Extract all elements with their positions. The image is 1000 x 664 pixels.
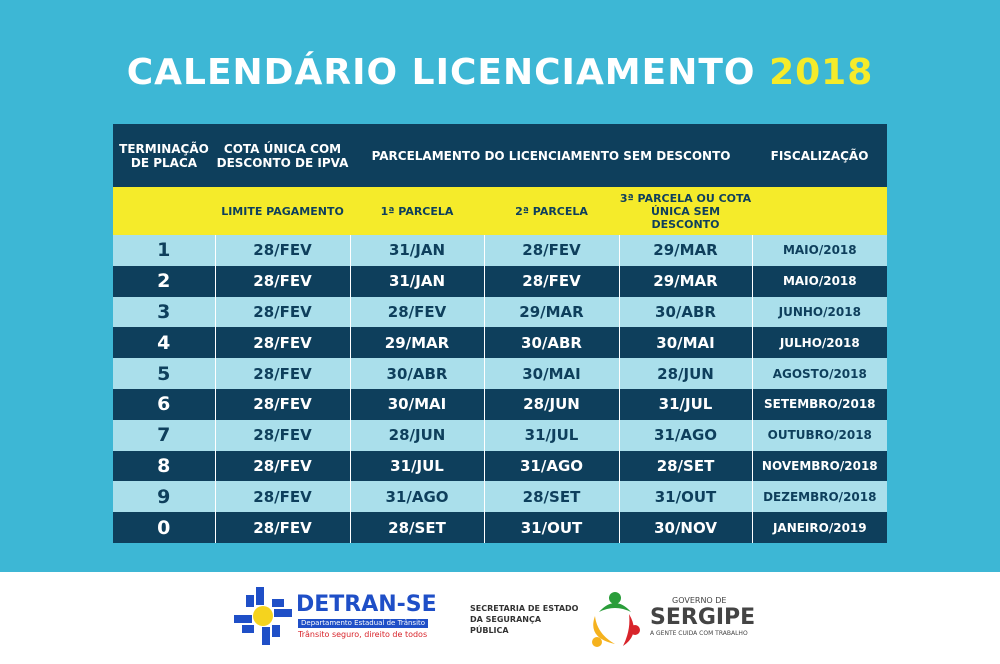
subheader-empty — [113, 187, 215, 235]
header-cota: COTA ÚNICA COM DESCONTO DE IPVA — [215, 124, 350, 187]
parcela-2-cell: 28/FEV — [483, 265, 619, 297]
detran-logo: DETRAN-SE Departamento Estadual de Trâns… — [234, 585, 464, 647]
parcela-3-cell: 29/MAR — [618, 265, 753, 297]
table-row: 0 28/FEV 28/SET 31/OUT 30/NOV JANEIRO/2019 — [113, 512, 888, 543]
cota-limite-cell: 28/FEV — [214, 450, 350, 482]
header-fiscalizacao: FISCALIZAÇÃO — [752, 124, 888, 187]
page-title: CALENDÁRIO LICENCIAMENTO 2018 — [0, 52, 1000, 93]
gov-name: SERGIPE — [650, 605, 756, 630]
detran-name: DETRAN-SE — [296, 592, 437, 617]
parcela-1-cell: 29/MAR — [349, 327, 484, 359]
fiscalizacao-cell: JULHO/2018 — [751, 327, 888, 359]
parcela-1-cell: 28/FEV — [349, 296, 484, 328]
subheader-p1: 1ª PARCELA — [350, 187, 484, 235]
fiscalizacao-cell: NOVEMBRO/2018 — [751, 450, 888, 482]
cota-limite-cell: 28/FEV — [214, 512, 350, 543]
title-year: 2018 — [769, 52, 874, 93]
subheader-limite: LIMITE PAGAMENTO — [215, 187, 350, 235]
plate-digit-cell: 1 — [113, 235, 215, 266]
parcela-2-cell: 28/FEV — [483, 235, 619, 266]
plate-digit-cell: 9 — [113, 481, 215, 513]
parcela-2-cell: 28/JUN — [483, 388, 619, 420]
parcela-2-cell: 28/SET — [483, 481, 619, 513]
parcela-2-cell: 31/JUL — [483, 419, 619, 451]
fiscalizacao-cell: SETEMBRO/2018 — [751, 388, 888, 420]
parcela-2-cell: 30/MAI — [483, 358, 619, 389]
parcela-3-cell: 31/JUL — [618, 388, 753, 420]
parcela-1-cell: 31/AGO — [349, 481, 484, 513]
parcela-2-cell: 30/ABR — [483, 327, 619, 359]
gov-top: GOVERNO DE — [672, 596, 727, 605]
detran-slogan: Trânsito seguro, direito de todos — [298, 630, 428, 639]
table-row: 1 28/FEV 31/JAN 28/FEV 29/MAR MAIO/2018 — [113, 235, 888, 266]
cota-limite-cell: 28/FEV — [214, 296, 350, 328]
fiscalizacao-cell: AGOSTO/2018 — [751, 358, 888, 389]
ssp-text: SECRETARIA DE ESTADO DA SEGURANÇA PÚBLIC… — [470, 604, 579, 635]
governo-sergipe: GOVERNO DE SERGIPE A GENTE CUIDA COM TRA… — [650, 596, 755, 638]
parcela-3-cell: 28/SET — [618, 450, 753, 482]
subheader-empty-2 — [752, 187, 888, 235]
subheader-p3: 3ª PARCELA OU COTA ÚNICA SEM DESCONTO — [619, 187, 753, 235]
table-row: 9 28/FEV 31/AGO 28/SET 31/OUT DEZEMBRO/2018 — [113, 481, 888, 513]
parcela-3-cell: 30/ABR — [618, 296, 753, 328]
parcela-3-cell: 31/OUT — [618, 481, 753, 513]
cota-limite-cell: 28/FEV — [214, 481, 350, 513]
cota-limite-cell: 28/FEV — [214, 358, 350, 389]
plate-digit-cell: 7 — [113, 419, 215, 451]
title-text: CALENDÁRIO LICENCIAMENTO — [126, 52, 756, 93]
fiscalizacao-cell: JUNHO/2018 — [751, 296, 888, 328]
plate-digit-cell: 8 — [113, 450, 215, 482]
parcela-3-cell: 31/AGO — [618, 419, 753, 451]
cota-limite-cell: 28/FEV — [214, 265, 350, 297]
parcela-1-cell: 30/MAI — [349, 388, 484, 420]
parcela-2-cell: 29/MAR — [483, 296, 619, 328]
fiscalizacao-cell: MAIO/2018 — [751, 265, 888, 297]
subheader-p2: 2ª PARCELA — [484, 187, 619, 235]
fiscalizacao-cell: MAIO/2018 — [751, 235, 888, 266]
header-terminacao: TERMINAÇÃO DE PLACA — [113, 124, 215, 187]
parcela-3-cell: 30/MAI — [618, 327, 753, 359]
gov-slogan: A GENTE CUIDA COM TRABALHO — [650, 630, 748, 637]
plate-digit-cell: 3 — [113, 296, 215, 328]
parcela-1-cell: 28/SET — [349, 512, 484, 543]
parcela-1-cell: 31/JAN — [349, 265, 484, 297]
table-row: 2 28/FEV 31/JAN 28/FEV 29/MAR MAIO/2018 — [113, 265, 888, 297]
fiscalizacao-cell: JANEIRO/2019 — [751, 512, 888, 543]
plate-digit-cell: 5 — [113, 358, 215, 389]
header-parcelamento: PARCELAMENTO DO LICENCIAMENTO SEM DESCON… — [350, 124, 753, 187]
calendar-table: TERMINAÇÃO DE PLACA COTA ÚNICA COM DESCO… — [113, 124, 888, 543]
parcela-3-cell: 29/MAR — [618, 235, 753, 266]
parcela-3-cell: 30/NOV — [618, 512, 753, 543]
table-row: 4 28/FEV 29/MAR 30/ABR 30/MAI JULHO/2018 — [113, 327, 888, 359]
cota-limite-cell: 28/FEV — [214, 235, 350, 266]
fiscalizacao-cell: DEZEMBRO/2018 — [751, 481, 888, 513]
fiscalizacao-cell: OUTUBRO/2018 — [751, 419, 888, 451]
sergipe-logo-icon — [592, 592, 640, 647]
table-row: 8 28/FEV 31/JUL 31/AGO 28/SET NOVEMBRO/2018 — [113, 450, 888, 482]
parcela-1-cell: 31/JUL — [349, 450, 484, 482]
table-row: 3 28/FEV 28/FEV 29/MAR 30/ABR JUNHO/2018 — [113, 296, 888, 328]
cota-limite-cell: 28/FEV — [214, 419, 350, 451]
table-row: 5 28/FEV 30/ABR 30/MAI 28/JUN AGOSTO/2018 — [113, 358, 888, 389]
plate-digit-cell: 0 — [113, 512, 215, 543]
table-row: 7 28/FEV 28/JUN 31/JUL 31/AGO OUTUBRO/2018 — [113, 419, 888, 451]
plate-digit-cell: 6 — [113, 388, 215, 420]
parcela-1-cell: 28/JUN — [349, 419, 484, 451]
parcela-1-cell: 30/ABR — [349, 358, 484, 389]
parcela-1-cell: 31/JAN — [349, 235, 484, 266]
cota-limite-cell: 28/FEV — [214, 327, 350, 359]
parcela-2-cell: 31/OUT — [483, 512, 619, 543]
detran-emblem-icon — [234, 587, 292, 645]
table-row: 6 28/FEV 30/MAI 28/JUN 31/JUL SETEMBRO/2018 — [113, 388, 888, 420]
plate-digit-cell: 4 — [113, 327, 215, 359]
parcela-3-cell: 28/JUN — [618, 358, 753, 389]
cota-limite-cell: 28/FEV — [214, 388, 350, 420]
detran-subtitle: Departamento Estadual de Trânsito — [298, 619, 429, 628]
parcela-2-cell: 31/AGO — [483, 450, 619, 482]
plate-digit-cell: 2 — [113, 265, 215, 297]
